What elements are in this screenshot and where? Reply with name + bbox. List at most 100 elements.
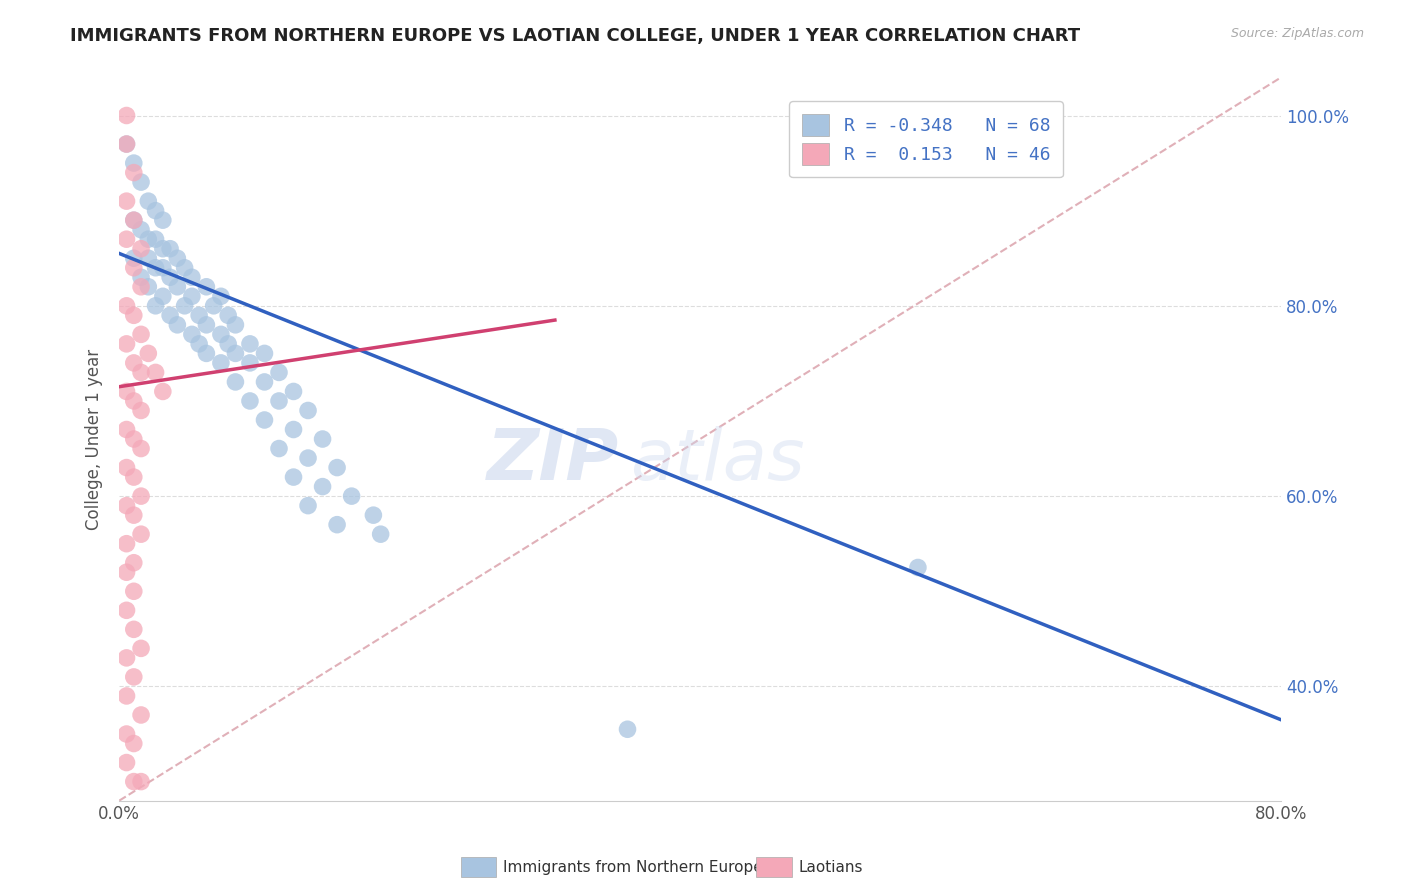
- Point: [159, 242, 181, 256]
- Point: [122, 356, 145, 370]
- Point: [115, 756, 138, 770]
- Point: [267, 394, 290, 409]
- Point: [188, 309, 211, 323]
- Point: [122, 470, 145, 484]
- Point: [122, 670, 145, 684]
- Point: [297, 451, 319, 466]
- Point: [115, 136, 138, 151]
- Point: [180, 289, 202, 303]
- Point: [283, 384, 305, 399]
- Point: [239, 356, 262, 370]
- Point: [283, 423, 305, 437]
- Point: [136, 346, 159, 360]
- Point: [159, 270, 181, 285]
- Point: [115, 499, 138, 513]
- Point: [129, 280, 152, 294]
- Point: [173, 299, 195, 313]
- Point: [122, 774, 145, 789]
- Point: [152, 260, 174, 275]
- Point: [166, 280, 188, 294]
- Point: [115, 299, 138, 313]
- Point: [115, 566, 138, 580]
- Point: [115, 603, 138, 617]
- Y-axis label: College, Under 1 year: College, Under 1 year: [86, 349, 103, 530]
- Point: [363, 508, 385, 523]
- Point: [122, 623, 145, 637]
- Point: [239, 337, 262, 351]
- Text: Laotians: Laotians: [799, 860, 863, 874]
- Point: [145, 299, 167, 313]
- Point: [122, 213, 145, 227]
- Point: [152, 289, 174, 303]
- Point: [145, 203, 167, 218]
- Point: [122, 165, 145, 179]
- Point: [122, 556, 145, 570]
- Point: [145, 232, 167, 246]
- Point: [173, 260, 195, 275]
- Point: [129, 442, 152, 456]
- Point: [115, 460, 138, 475]
- Point: [159, 309, 181, 323]
- Point: [122, 156, 145, 170]
- Point: [166, 252, 188, 266]
- Point: [370, 527, 392, 541]
- Point: [115, 108, 138, 122]
- Point: [122, 252, 145, 266]
- Point: [209, 356, 232, 370]
- Point: [267, 366, 290, 380]
- Point: [145, 260, 167, 275]
- Point: [129, 242, 152, 256]
- Point: [145, 366, 167, 380]
- Point: [224, 346, 246, 360]
- Point: [253, 413, 276, 427]
- Point: [209, 289, 232, 303]
- Point: [326, 460, 349, 475]
- Point: [267, 442, 290, 456]
- Text: IMMIGRANTS FROM NORTHERN EUROPE VS LAOTIAN COLLEGE, UNDER 1 YEAR CORRELATION CHA: IMMIGRANTS FROM NORTHERN EUROPE VS LAOTI…: [70, 27, 1080, 45]
- Point: [217, 337, 239, 351]
- Point: [311, 480, 333, 494]
- Point: [283, 470, 305, 484]
- Point: [115, 232, 138, 246]
- Point: [115, 384, 138, 399]
- Point: [122, 737, 145, 751]
- Point: [202, 299, 225, 313]
- Point: [129, 366, 152, 380]
- Point: [129, 489, 152, 503]
- Point: [115, 689, 138, 703]
- Point: [129, 641, 152, 656]
- Text: ZIP: ZIP: [486, 426, 619, 495]
- Point: [180, 327, 202, 342]
- Point: [152, 213, 174, 227]
- Point: [326, 517, 349, 532]
- Point: [180, 270, 202, 285]
- Point: [217, 309, 239, 323]
- Point: [115, 423, 138, 437]
- Point: [122, 508, 145, 523]
- Point: [152, 242, 174, 256]
- Point: [122, 309, 145, 323]
- Point: [166, 318, 188, 332]
- Point: [152, 384, 174, 399]
- Point: [115, 194, 138, 208]
- Point: [129, 270, 152, 285]
- Point: [311, 432, 333, 446]
- Point: [122, 394, 145, 409]
- Point: [122, 213, 145, 227]
- Text: Source: ZipAtlas.com: Source: ZipAtlas.com: [1230, 27, 1364, 40]
- Point: [129, 327, 152, 342]
- Point: [136, 194, 159, 208]
- Point: [136, 280, 159, 294]
- Point: [224, 375, 246, 389]
- Point: [253, 346, 276, 360]
- Point: [907, 560, 929, 574]
- Point: [122, 260, 145, 275]
- Point: [253, 375, 276, 389]
- Point: [188, 337, 211, 351]
- Point: [239, 394, 262, 409]
- Point: [122, 432, 145, 446]
- Point: [129, 175, 152, 189]
- Point: [616, 723, 638, 737]
- Point: [115, 337, 138, 351]
- Point: [195, 318, 218, 332]
